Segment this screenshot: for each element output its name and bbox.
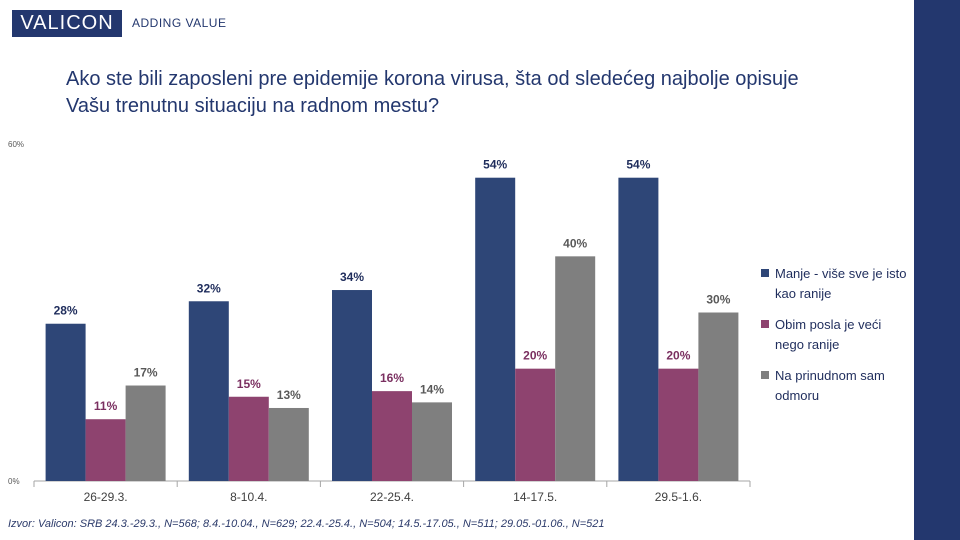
bar-series-3-3: [412, 402, 452, 481]
source-note: Izvor: Valicon: SRB 24.3.-29.3., N=568; …: [8, 518, 605, 530]
data-label-series-3-3: 14%: [420, 382, 444, 396]
data-label-series-3-5: 30%: [706, 293, 730, 307]
data-label-series-1-2: 32%: [197, 281, 221, 295]
chart-legend: Manje - više sve je isto kao ranije Obim…: [761, 264, 911, 417]
data-label-series-3-4: 40%: [563, 236, 587, 250]
bar-series-2-2: [228, 396, 269, 481]
bar-chart: 60% 0% 28% 11% 17% 26-29.3. 32% 15% 13% 8-10.4. 34…: [8, 140, 751, 504]
legend-label-series-2: Obim posla je veći nego ranije: [775, 317, 882, 352]
bar-series-3-4: [555, 256, 596, 481]
slide-title: Ako ste bili zaposleni pre epidemije kor…: [66, 66, 906, 120]
brand-tagline: ADDING VALUE: [132, 16, 227, 30]
data-label-series-1-5: 54%: [626, 158, 650, 172]
legend-swatch-series-3: [761, 371, 769, 379]
data-label-series-2-1: 11%: [94, 399, 118, 413]
data-label-series-2-4: 20%: [523, 349, 547, 363]
legend-item-series-1: Manje - više sve je isto kao ranije: [761, 264, 911, 304]
bar-series-1-2: [188, 301, 229, 481]
data-label-series-1-1: 28%: [54, 304, 78, 318]
data-label-series-2-2: 15%: [237, 377, 261, 391]
data-label-series-3-2: 13%: [277, 388, 301, 402]
legend-swatch-series-1: [761, 269, 769, 277]
legend-label-series-1: Manje - više sve je isto kao ranije: [775, 266, 907, 301]
bar-series-3-2: [268, 407, 309, 481]
bar-series-1-1: [45, 323, 86, 481]
data-label-series-3-1: 17%: [134, 366, 158, 380]
title-line-1: Ako ste bili zaposleni pre epidemije kor…: [66, 68, 799, 90]
y-tick-label-min: 0%: [8, 477, 20, 486]
x-tick-label-3: 22-25.4.: [370, 490, 414, 504]
x-tick-label-2: 8-10.4.: [230, 490, 267, 504]
legend-label-series-3: Na prinudnom sam odmoru: [775, 368, 885, 403]
bar-series-3-5: [698, 312, 739, 481]
data-label-series-1-4: 54%: [483, 158, 507, 172]
data-label-series-2-5: 20%: [666, 349, 690, 363]
x-tick-label-4: 14-17.5.: [513, 490, 557, 504]
legend-item-series-2: Obim posla je veći nego ranije: [761, 315, 911, 355]
x-tick-label-1: 26-29.3.: [84, 490, 128, 504]
bar-series-1-4: [475, 177, 516, 481]
data-label-series-1-3: 34%: [340, 270, 364, 284]
bar-series-1-3: [332, 290, 372, 481]
legend-swatch-series-2: [761, 320, 769, 328]
bar-series-2-3: [372, 391, 412, 481]
bar-series-2-4: [515, 368, 556, 481]
brand-logo: VALICON: [12, 10, 122, 37]
bar-series-3-1: [125, 385, 166, 481]
bar-series-2-5: [658, 368, 699, 481]
x-tick-label-5: 29.5-1.6.: [655, 490, 702, 504]
bar-series-1-5: [618, 177, 659, 481]
brand-name: VALICON: [20, 12, 114, 34]
title-line-2: Vašu trenutnu situaciju na radnom mestu?: [66, 95, 440, 117]
bar-series-2-1: [85, 419, 126, 481]
legend-item-series-3: Na prinudnom sam odmoru: [761, 366, 911, 406]
data-label-series-2-3: 16%: [380, 371, 404, 385]
side-accent-bar: [914, 0, 960, 540]
y-tick-label-max: 60%: [8, 140, 24, 149]
